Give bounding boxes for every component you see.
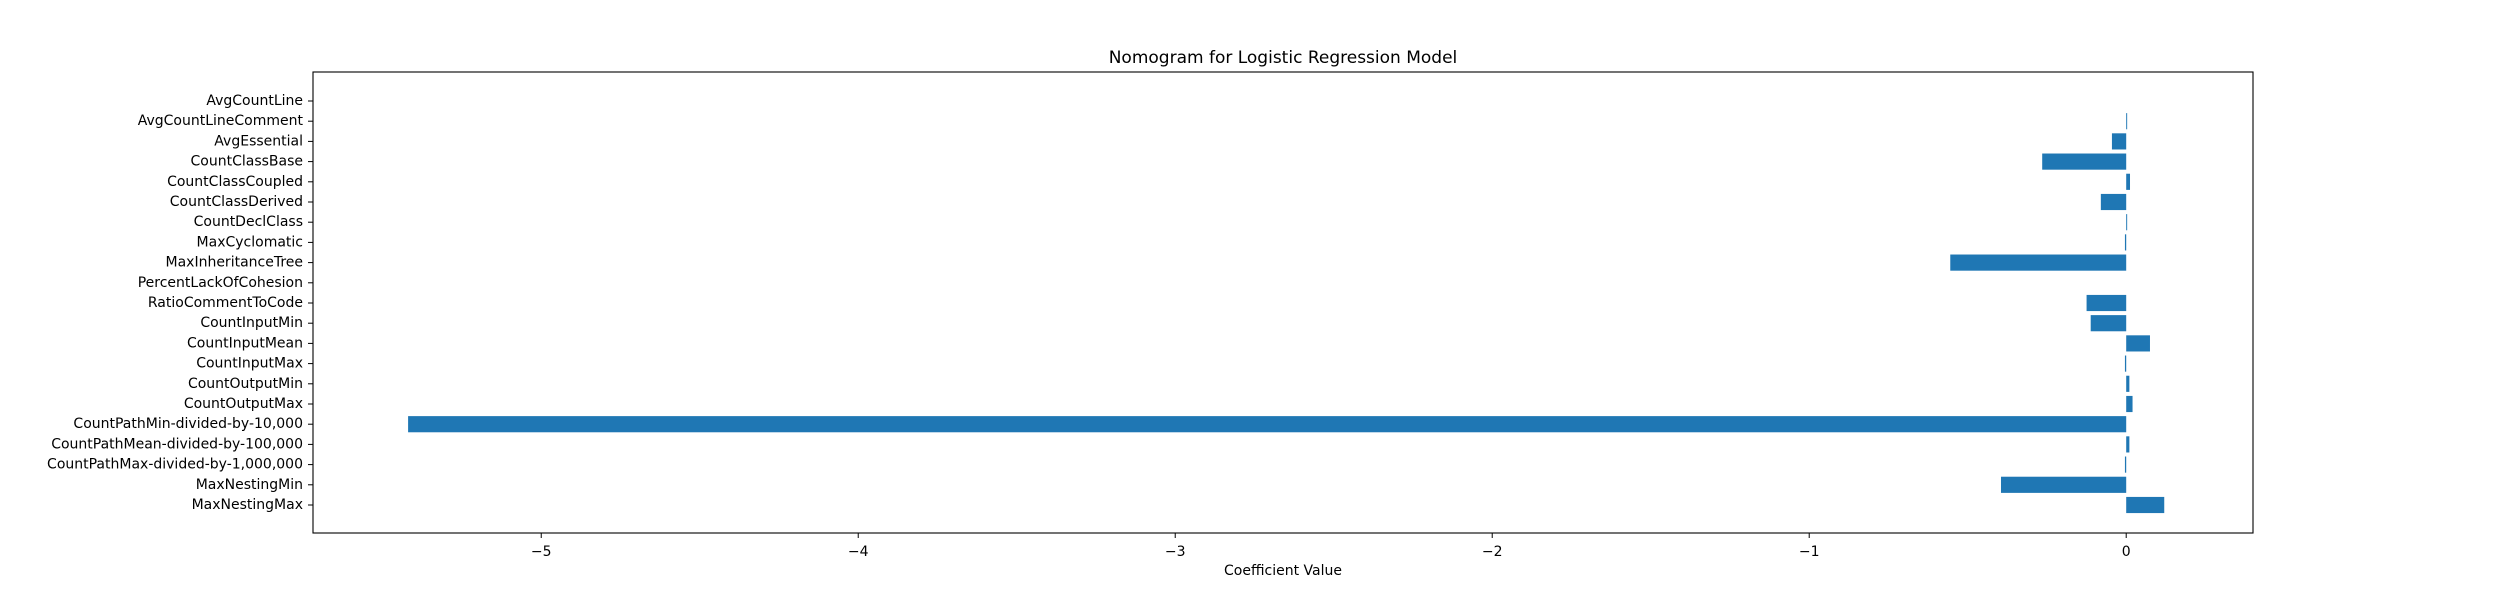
x-tick-label: −2: [1482, 544, 1503, 560]
bar: [2124, 234, 2127, 251]
y-tick-label: CountDeclClass: [194, 214, 303, 230]
bar: [2124, 355, 2127, 372]
x-axis-label: Coefficient Value: [1224, 563, 1342, 579]
y-tick-label: CountPathMin-divided-by-10,000: [73, 416, 303, 432]
y-tick-label: PercentLackOfCohesion: [138, 275, 303, 291]
bar: [2126, 436, 2130, 453]
x-axis: −5 −4 −3 −2 −1 0: [531, 533, 2131, 560]
y-tick-label: CountOutputMax: [184, 396, 303, 412]
y-tick-label: RatioCommentToCode: [148, 295, 303, 311]
bar: [2126, 214, 2128, 231]
x-tick-label: −4: [848, 544, 869, 560]
chart-title: Nomogram for Logistic Regression Model: [1109, 48, 1458, 68]
y-tick-label: CountInputMax: [196, 356, 303, 372]
bar: [2042, 153, 2127, 170]
bar: [2126, 173, 2131, 190]
bar: [2086, 294, 2127, 312]
bars-layer: [408, 113, 2165, 514]
bar: [1950, 254, 2127, 271]
x-tick-label: −3: [1165, 544, 1186, 560]
y-tick-label: CountClassCoupled: [167, 174, 303, 190]
y-tick-label: CountClassBase: [191, 154, 304, 170]
bar: [2100, 193, 2127, 211]
bar: [408, 416, 2127, 433]
y-tick-label: AvgCountLine: [206, 93, 303, 109]
y-axis: AvgCountLine AvgCountLineComment AvgEssent…: [47, 93, 313, 513]
x-tick-label: −1: [1799, 544, 1820, 560]
y-tick-label: CountOutputMin: [188, 376, 303, 392]
y-tick-label: CountPathMax-divided-by-1,000,000: [47, 457, 303, 473]
x-tick-label: 0: [2122, 544, 2131, 560]
bar: [2126, 395, 2133, 413]
y-tick-label: MaxCyclomatic: [197, 234, 303, 250]
y-tick-label: AvgEssential: [214, 133, 303, 149]
y-tick-label: AvgCountLineComment: [138, 113, 304, 129]
bar: [2090, 315, 2127, 332]
y-tick-label: CountPathMean-divided-by-100,000: [51, 436, 303, 452]
y-tick-label: MaxInheritanceTree: [166, 255, 304, 271]
y-tick-label: MaxNestingMax: [192, 497, 303, 513]
bar: [2000, 476, 2127, 493]
bar: [2111, 133, 2127, 150]
plot-frame: [312, 71, 2254, 534]
bar: [2126, 335, 2150, 352]
bar: [2124, 456, 2127, 473]
x-tick-label: −5: [531, 544, 552, 560]
y-tick-label: MaxNestingMin: [196, 477, 303, 493]
bar: [2126, 496, 2165, 514]
bar: [2126, 375, 2130, 392]
y-tick-label: CountClassDerived: [170, 194, 303, 210]
y-tick-label: CountInputMean: [187, 335, 303, 351]
y-tick-label: CountInputMin: [200, 315, 303, 331]
bar: [2126, 113, 2128, 130]
